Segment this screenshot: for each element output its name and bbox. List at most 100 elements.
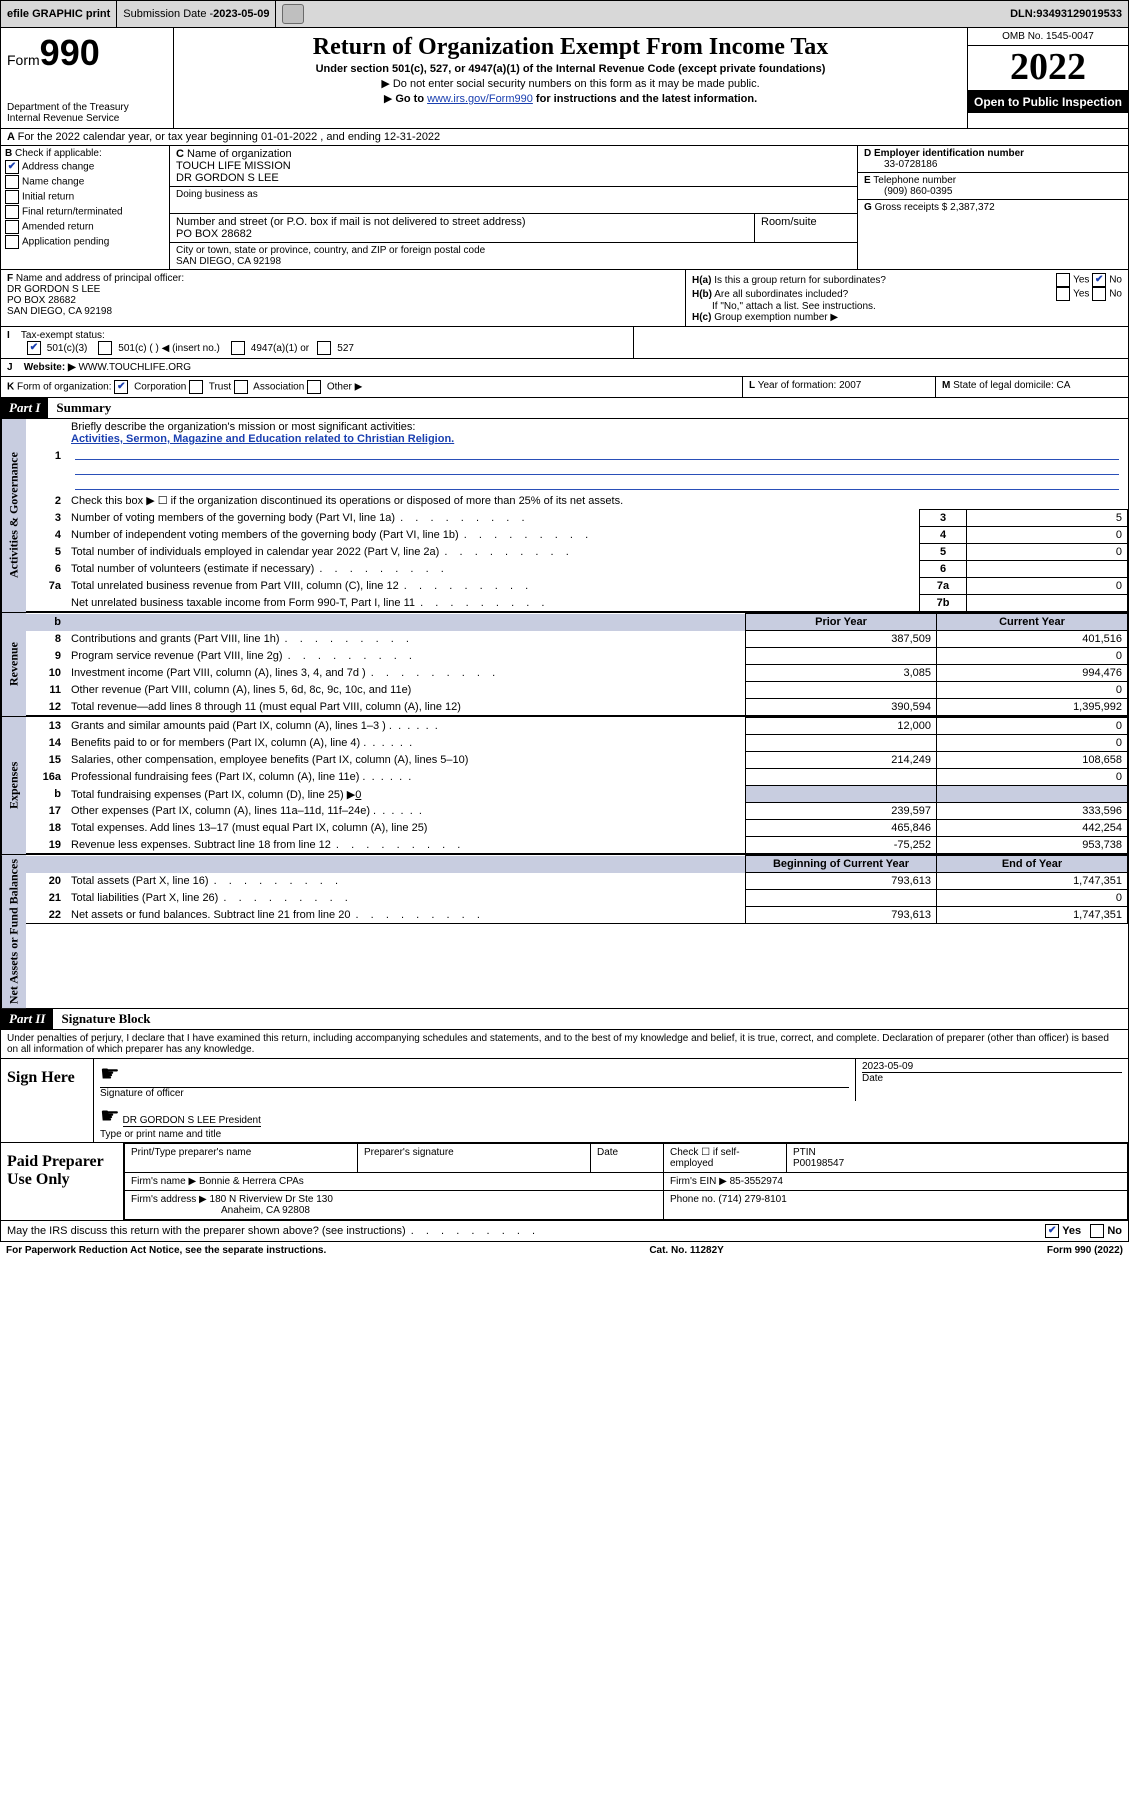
line7b-value — [967, 595, 1128, 612]
chk-application[interactable]: Application pending — [5, 235, 165, 249]
hb-note: If "No," attach a list. See instructions… — [692, 301, 1122, 312]
chk-final-return[interactable]: Final return/terminated — [5, 205, 165, 219]
line16a-prior — [746, 769, 937, 786]
line17-prior: 239,597 — [746, 803, 937, 820]
line17-label: Other expenses (Part IX, column (A), lin… — [66, 803, 746, 820]
line22-end: 1,747,351 — [937, 907, 1128, 924]
line15-label: Salaries, other compensation, employee b… — [66, 752, 746, 769]
box-g: G Gross receipts $ 2,387,372 — [858, 200, 1128, 226]
top-bar: efile GRAPHIC print Submission Date - 20… — [0, 0, 1129, 28]
line4-value: 0 — [967, 527, 1128, 544]
col-ptin: PTINP00198547 — [787, 1144, 1128, 1173]
officer-name: DR GORDON S LEE President — [123, 1115, 261, 1127]
chk-other[interactable] — [307, 380, 321, 394]
line3-label: Number of voting members of the governin… — [66, 510, 920, 527]
line17-current: 333,596 — [937, 803, 1128, 820]
line2: Check this box ▶ ☐ if the organization d… — [66, 492, 1128, 510]
col-prep-date: Date — [591, 1144, 664, 1173]
paid-preparer-label: Paid Preparer Use Only — [1, 1143, 124, 1220]
box-i: I Tax-exempt status: 501(c)(3) 501(c) ( … — [1, 327, 634, 358]
open-inspection: Open to Public Inspection — [968, 91, 1128, 113]
net-assets-section: Net Assets or Fund Balances Beginning of… — [0, 855, 1129, 1009]
line7a-value: 0 — [967, 578, 1128, 595]
line21-end: 0 — [937, 890, 1128, 907]
box-b: B Check if applicable: Address change Na… — [1, 146, 170, 269]
box-l: L Year of formation: 2007 — [743, 377, 936, 397]
tax-year: 2022 — [968, 46, 1128, 91]
omb-number: OMB No. 1545-0047 — [968, 28, 1128, 46]
chk-501c3[interactable] — [27, 341, 41, 355]
chk-name-change[interactable]: Name change — [5, 175, 165, 189]
line6-value — [967, 561, 1128, 578]
header-middle: Return of Organization Exempt From Incom… — [174, 28, 967, 128]
line3-value: 5 — [967, 510, 1128, 527]
sig-officer-label: Signature of officer — [100, 1087, 849, 1099]
sign-here-section: Sign Here ☛ Signature of officer 2023-05… — [0, 1059, 1129, 1143]
irs-link[interactable]: www.irs.gov/Form990 — [427, 93, 533, 105]
line-a: A For the 2022 calendar year, or tax yea… — [0, 129, 1129, 146]
col-end: End of Year — [937, 856, 1128, 873]
col-current: Current Year — [937, 614, 1128, 631]
chk-527[interactable] — [317, 341, 331, 355]
line8-current: 401,516 — [937, 631, 1128, 648]
line12-label: Total revenue—add lines 8 through 11 (mu… — [66, 699, 746, 716]
box-c-street: Number and street (or P.O. box if mail i… — [170, 214, 754, 242]
col-beginning: Beginning of Current Year — [746, 856, 937, 873]
chk-501c[interactable] — [98, 341, 112, 355]
chk-assoc[interactable] — [234, 380, 248, 394]
chk-address-change[interactable]: Address change — [5, 160, 165, 174]
line9-prior — [746, 648, 937, 665]
line10-label: Investment income (Part VIII, column (A)… — [66, 665, 746, 682]
header-left: Form990 Department of the Treasury Inter… — [1, 28, 174, 128]
box-f: F Name and address of principal officer:… — [1, 270, 686, 326]
box-c-city: City or town, state or province, country… — [170, 243, 857, 269]
submission-cell: Submission Date - 2023-05-09 — [117, 1, 276, 27]
form-number: Form990 — [7, 32, 167, 74]
chk-trust[interactable] — [189, 380, 203, 394]
sig-date-value: 2023-05-09 — [862, 1061, 1122, 1072]
line18-prior: 465,846 — [746, 820, 937, 837]
chk-amended[interactable]: Amended return — [5, 220, 165, 234]
box-d: D Employer identification number 33-0728… — [858, 146, 1128, 173]
note-ssn: Do not enter social security numbers on … — [180, 77, 961, 90]
chk-initial-return[interactable]: Initial return — [5, 190, 165, 204]
box-c-dba: Doing business as — [170, 187, 857, 214]
line14-prior — [746, 735, 937, 752]
line11-label: Other revenue (Part VIII, column (A), li… — [66, 682, 746, 699]
footer-right: Form 990 (2022) — [1047, 1245, 1123, 1256]
firm-addr-cell: Firm's address ▶ 180 N Riverview Dr Ste … — [125, 1191, 664, 1220]
line20-end: 1,747,351 — [937, 873, 1128, 890]
form-title: Return of Organization Exempt From Incom… — [180, 34, 961, 61]
col-self-employed[interactable]: Check ☐ if self-employed — [664, 1144, 787, 1173]
chk-4947[interactable] — [231, 341, 245, 355]
sign-here-label: Sign Here — [1, 1059, 94, 1142]
box-h: H(a) Is this a group return for subordin… — [686, 270, 1128, 326]
line16a-current: 0 — [937, 769, 1128, 786]
box-deg: D Employer identification number 33-0728… — [857, 146, 1128, 269]
discuss-yn[interactable]: Yes No — [1045, 1224, 1122, 1238]
ha-yn[interactable]: Yes No — [1056, 273, 1122, 287]
note-link: Go to www.irs.gov/Form990 for instructio… — [180, 92, 961, 105]
line7a-label: Total unrelated business revenue from Pa… — [66, 578, 920, 595]
chk-corp[interactable] — [114, 380, 128, 394]
box-cde: C Name of organization TOUCH LIFE MISSIO… — [170, 146, 857, 269]
line22-label: Net assets or fund balances. Subtract li… — [66, 907, 746, 924]
line14-label: Benefits paid to or for members (Part IX… — [66, 735, 746, 752]
hb-yn[interactable]: Yes No — [1056, 287, 1122, 301]
line8-label: Contributions and grants (Part VIII, lin… — [66, 631, 746, 648]
line10-current: 994,476 — [937, 665, 1128, 682]
box-c-name: C Name of organization TOUCH LIFE MISSIO… — [170, 146, 857, 186]
header-right: OMB No. 1545-0047 2022 Open to Public In… — [967, 28, 1128, 128]
footer-left: For Paperwork Reduction Act Notice, see … — [6, 1245, 326, 1256]
part1-bar: Part I Summary — [0, 398, 1129, 419]
box-k: K Form of organization: Corporation Trus… — [1, 377, 743, 397]
print-button[interactable] — [282, 4, 303, 24]
form-subtitle: Under section 501(c), 527, or 4947(a)(1)… — [180, 63, 961, 75]
entity-block: B Check if applicable: Address change Na… — [0, 146, 1129, 270]
line22-begin: 793,613 — [746, 907, 937, 924]
tab-net-assets: Net Assets or Fund Balances — [1, 855, 26, 1008]
line13-current: 0 — [937, 718, 1128, 735]
tab-revenue: Revenue — [1, 613, 26, 716]
line-a-text: For the 2022 calendar year, or tax year … — [18, 131, 441, 143]
box-c-room: Room/suite — [754, 214, 857, 242]
